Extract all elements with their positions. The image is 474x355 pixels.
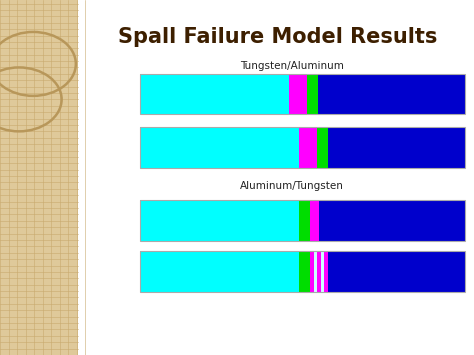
Bar <box>317 127 328 168</box>
Bar <box>307 74 319 114</box>
Bar <box>299 251 310 292</box>
Bar <box>140 200 299 241</box>
Text: Spall Failure Model Results: Spall Failure Model Results <box>118 27 437 47</box>
Bar <box>140 74 289 114</box>
Bar <box>140 251 299 292</box>
Bar <box>0 0 78 355</box>
Bar <box>299 127 308 168</box>
Bar <box>314 251 317 292</box>
Bar <box>328 127 465 168</box>
Bar <box>140 127 465 168</box>
Bar <box>308 127 317 168</box>
Bar <box>319 200 465 241</box>
Bar <box>140 200 465 241</box>
Bar <box>289 74 298 114</box>
Text: Aluminum/Tungsten: Aluminum/Tungsten <box>239 181 344 191</box>
Bar <box>310 200 319 241</box>
Bar <box>324 251 328 292</box>
Bar <box>140 127 299 168</box>
Text: Tungsten/Aluminum: Tungsten/Aluminum <box>239 61 344 71</box>
Bar <box>319 74 465 114</box>
Bar <box>299 200 310 241</box>
Bar <box>321 251 324 292</box>
Bar <box>317 251 321 292</box>
Bar <box>310 251 314 292</box>
Bar <box>298 74 307 114</box>
Bar <box>140 74 465 114</box>
Bar <box>328 251 465 292</box>
Bar <box>140 251 465 292</box>
